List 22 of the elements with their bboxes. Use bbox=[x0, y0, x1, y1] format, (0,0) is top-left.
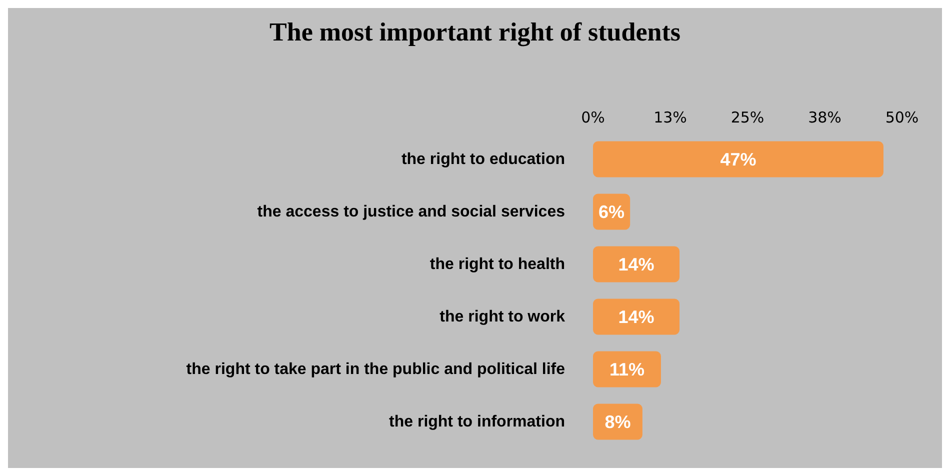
data-label: 11% bbox=[609, 359, 645, 380]
y-tick-label: the right to education bbox=[401, 150, 565, 168]
y-tick-label: the right to information bbox=[389, 413, 565, 430]
x-tick-label: 0% bbox=[581, 108, 605, 126]
chart-title: The most important right of students bbox=[270, 18, 680, 46]
x-tick-label: 50% bbox=[885, 108, 919, 126]
bar bbox=[593, 141, 884, 178]
y-tick-label: the right to work bbox=[440, 308, 566, 326]
data-label: 8% bbox=[604, 412, 631, 432]
data-label: 14% bbox=[618, 254, 654, 274]
data-label: 47% bbox=[720, 149, 756, 170]
bar bbox=[593, 246, 680, 282]
bar bbox=[593, 351, 661, 388]
data-label: 14% bbox=[618, 306, 654, 327]
data-label: 6% bbox=[598, 202, 625, 222]
y-tick-label: the right to take part in the public and political life bbox=[186, 360, 566, 378]
y-tick-label: the right to health bbox=[430, 256, 565, 273]
x-tick-label: 38% bbox=[808, 108, 842, 126]
x-tick-label: 25% bbox=[730, 108, 764, 126]
bar bbox=[593, 298, 680, 335]
x-tick-label: 13% bbox=[654, 108, 687, 126]
y-tick-label: the access to justice and social services bbox=[257, 203, 566, 220]
